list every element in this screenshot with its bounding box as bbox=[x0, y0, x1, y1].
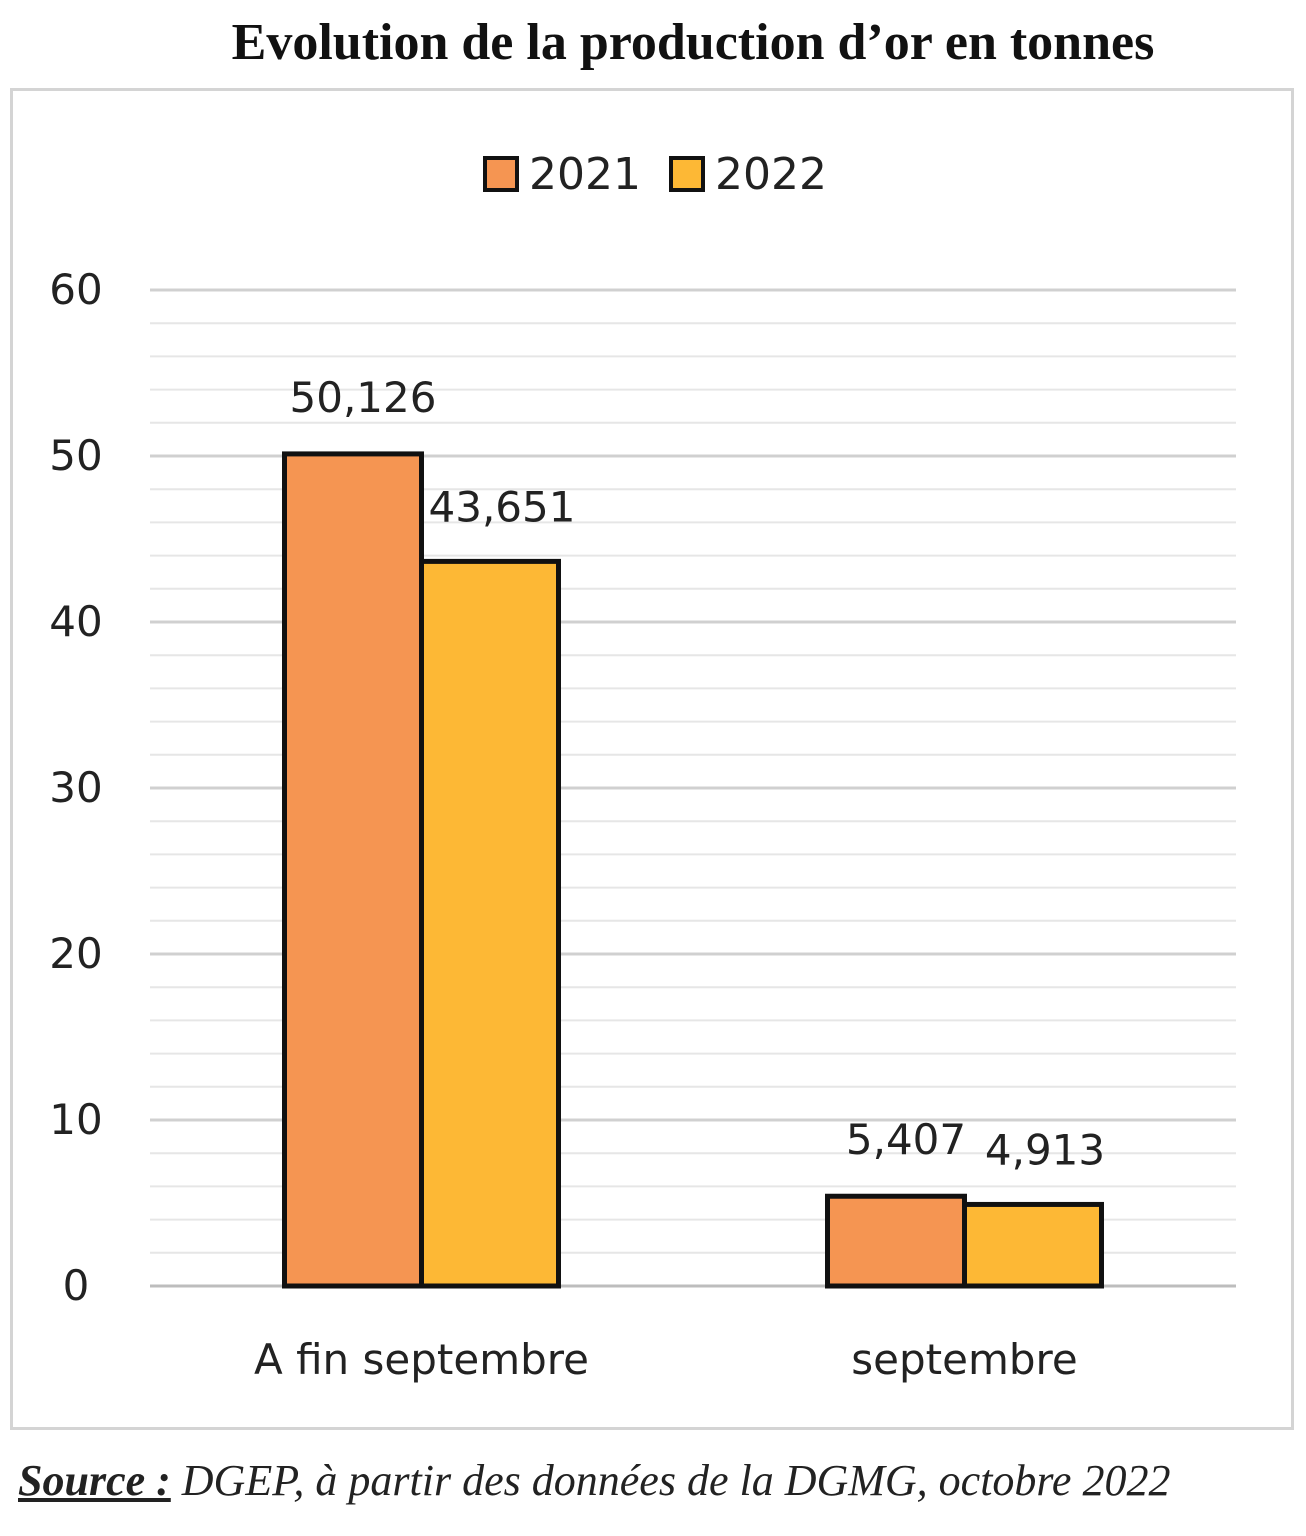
source-note: Source : DGEP, à partir des données de l… bbox=[18, 1446, 1298, 1516]
y-tick-label: 60 bbox=[49, 265, 102, 314]
y-tick-label: 30 bbox=[49, 763, 102, 812]
bars bbox=[282, 451, 1104, 1289]
data-label: 4,913 bbox=[985, 1125, 1105, 1174]
data-labels: 50,126 43,651 5,407 4,913 bbox=[290, 373, 1106, 1175]
legend-label: 2022 bbox=[715, 149, 827, 200]
y-tick-label: 40 bbox=[49, 597, 102, 646]
x-tick-label: septembre bbox=[851, 1335, 1077, 1384]
data-label: 43,651 bbox=[429, 482, 576, 531]
source-text: DGEP, à partir des données de la DGMG, o… bbox=[181, 1456, 1171, 1505]
legend-swatch bbox=[483, 156, 519, 192]
data-label: 5,407 bbox=[846, 1115, 966, 1164]
y-tick-label: 20 bbox=[49, 929, 102, 978]
chart-title: Evolution de la production d’or en tonne… bbox=[231, 14, 1155, 71]
data-label: 50,126 bbox=[290, 373, 437, 422]
bar bbox=[282, 451, 424, 1289]
x-tick-label: A fin septembre bbox=[254, 1335, 589, 1384]
x-axis-ticks: A fin septembre septembre bbox=[254, 1335, 1078, 1384]
bar-chart: 0 10 20 30 40 50 60 50,126 43,651 5,407 4,913 A f… bbox=[49, 149, 1236, 1384]
y-tick-label: 10 bbox=[49, 1095, 102, 1144]
legend: 2021 2022 bbox=[483, 149, 827, 200]
y-tick-label: 0 bbox=[63, 1261, 90, 1310]
legend-swatch bbox=[669, 156, 705, 192]
legend-label: 2021 bbox=[529, 149, 641, 200]
bar bbox=[825, 1193, 967, 1289]
bar bbox=[962, 1201, 1104, 1289]
y-axis-ticks: 0 10 20 30 40 50 60 bbox=[49, 265, 102, 1310]
y-tick-label: 50 bbox=[49, 431, 102, 480]
source-label: Source : bbox=[18, 1456, 171, 1505]
bar bbox=[419, 558, 561, 1289]
